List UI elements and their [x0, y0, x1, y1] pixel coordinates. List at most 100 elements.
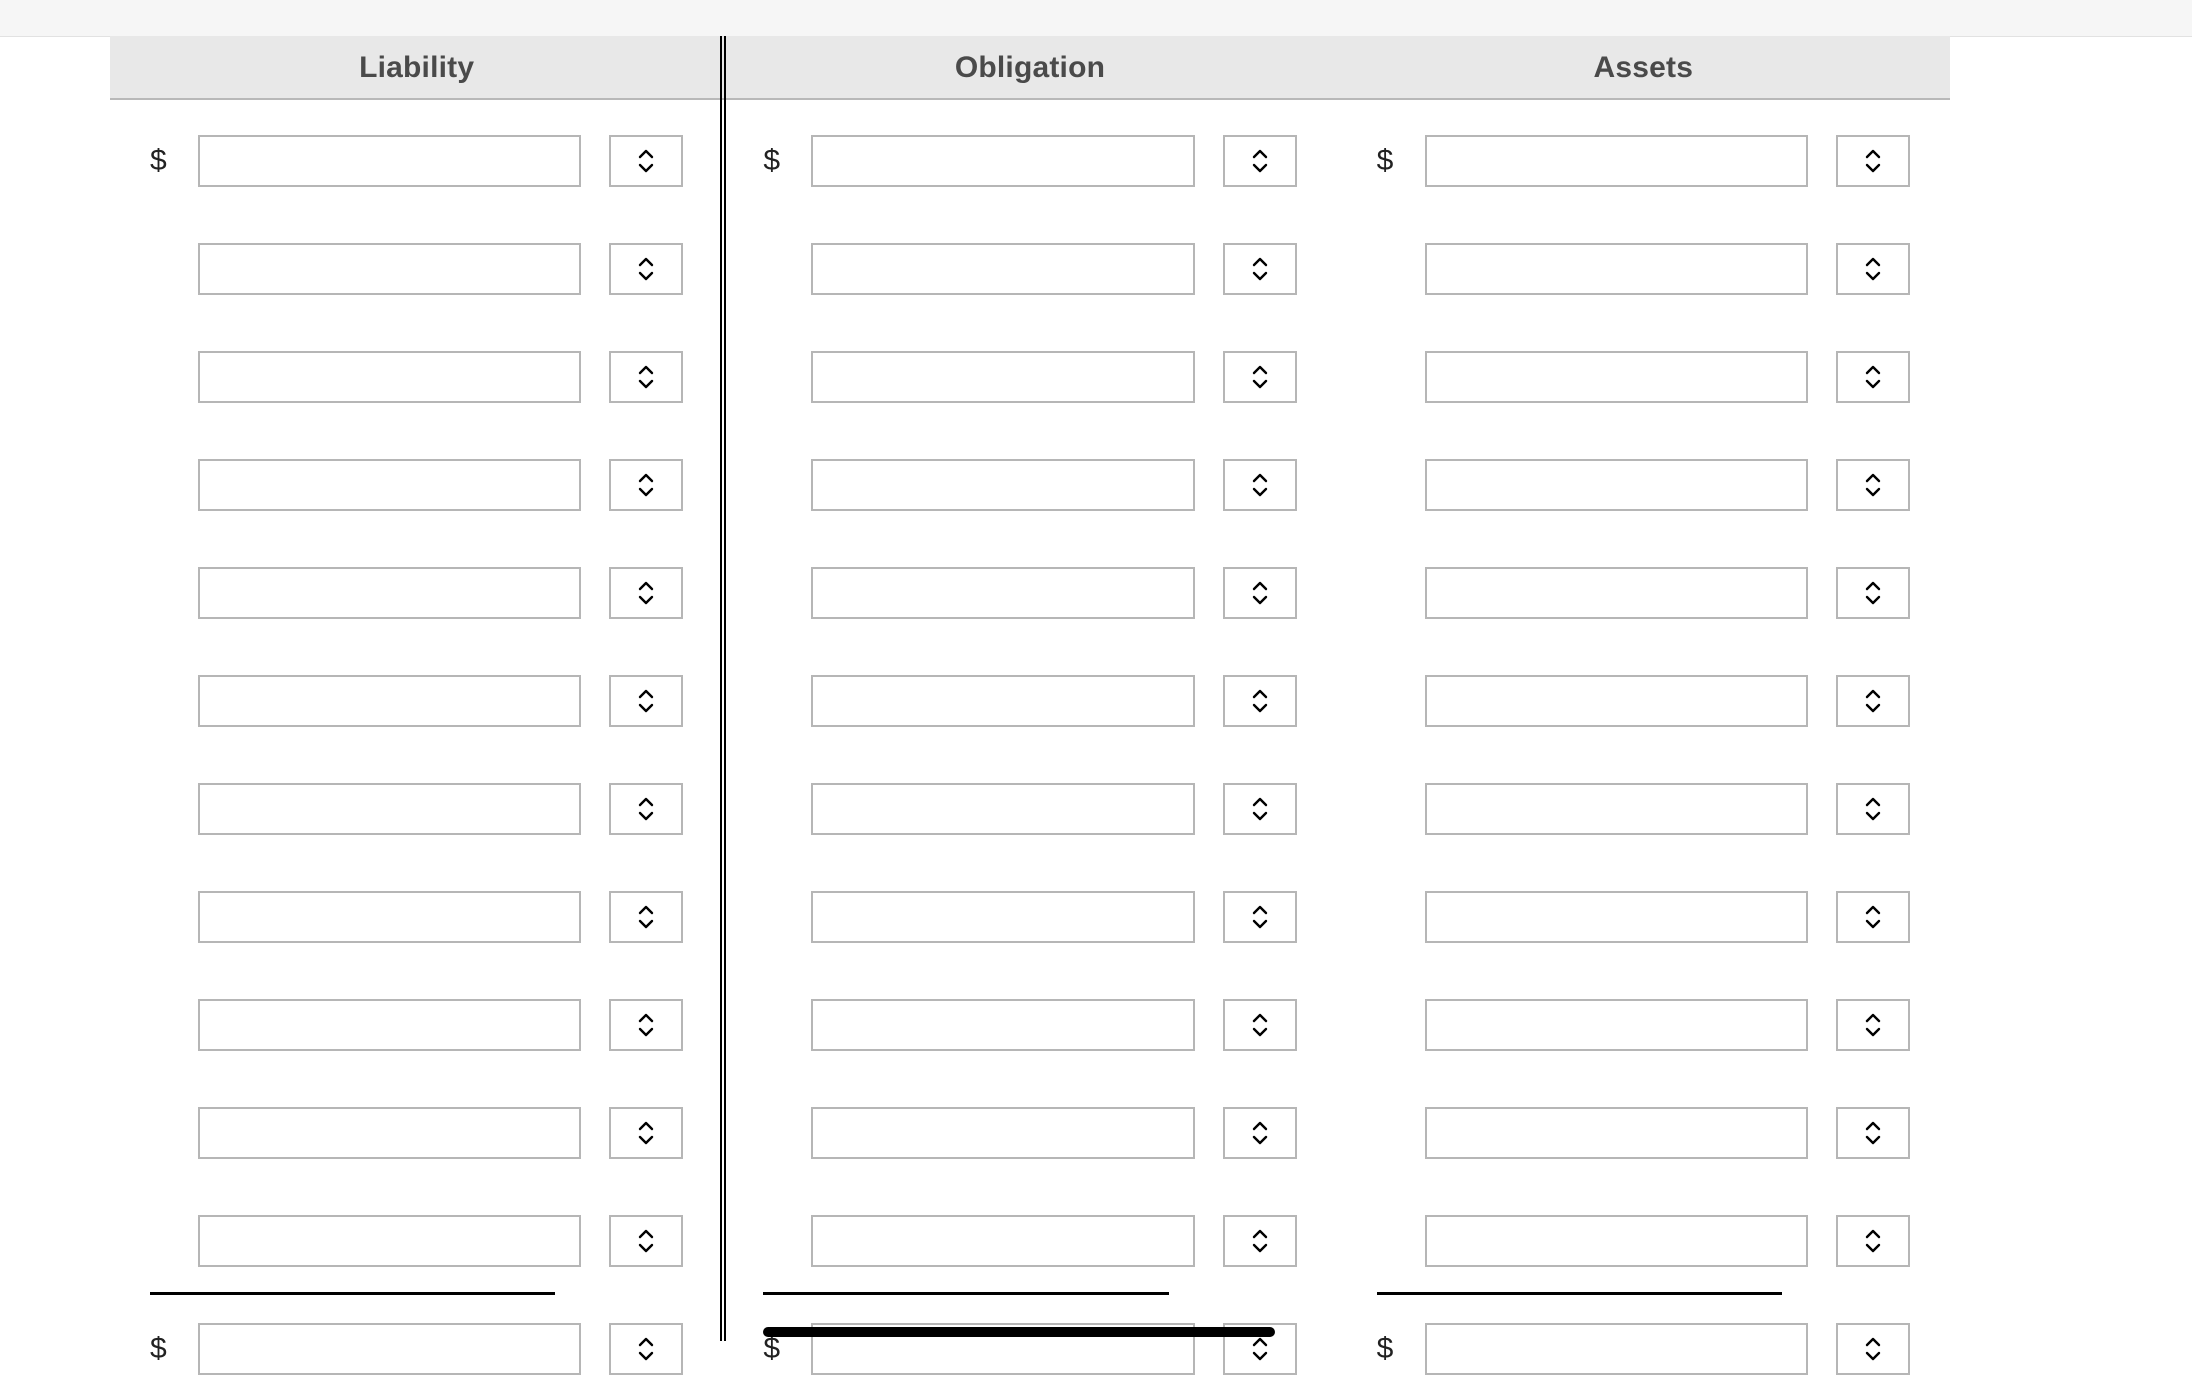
entry-row: $ — [763, 782, 1296, 836]
amount-input[interactable] — [198, 567, 581, 619]
amount-input[interactable] — [198, 135, 581, 187]
column-liability: $$$$$$$$$$$$ — [110, 100, 723, 1341]
chevrons-up-down-icon — [635, 688, 657, 714]
amount-stepper[interactable] — [609, 135, 683, 187]
amount-input[interactable] — [1425, 891, 1808, 943]
worksheet: LiabilityObligationAssets $$$$$$$$$$$$$$… — [110, 36, 1950, 1341]
amount-input[interactable] — [811, 891, 1194, 943]
amount-input[interactable] — [811, 999, 1194, 1051]
amount-stepper[interactable] — [609, 891, 683, 943]
amount-stepper[interactable] — [1223, 351, 1297, 403]
entry-row: $ — [150, 350, 683, 404]
amount-input[interactable] — [811, 1215, 1194, 1267]
amount-stepper[interactable] — [609, 1323, 683, 1375]
amount-stepper[interactable] — [609, 459, 683, 511]
amount-input[interactable] — [198, 783, 581, 835]
amount-input[interactable] — [811, 351, 1194, 403]
amount-input[interactable] — [1425, 1323, 1808, 1375]
amount-input[interactable] — [811, 135, 1194, 187]
amount-input[interactable] — [1425, 1215, 1808, 1267]
amount-input[interactable] — [198, 459, 581, 511]
chevrons-up-down-icon — [1249, 1336, 1271, 1362]
amount-stepper[interactable] — [1836, 891, 1910, 943]
amount-stepper[interactable] — [1223, 891, 1297, 943]
amount-stepper[interactable] — [609, 243, 683, 295]
amount-stepper[interactable] — [609, 1215, 683, 1267]
amount-stepper[interactable] — [609, 1107, 683, 1159]
chevrons-up-down-icon — [1249, 472, 1271, 498]
amount-stepper[interactable] — [1836, 783, 1910, 835]
amount-stepper[interactable] — [1836, 1215, 1910, 1267]
amount-stepper[interactable] — [1223, 1215, 1297, 1267]
amount-stepper[interactable] — [1836, 999, 1910, 1051]
amount-input[interactable] — [1425, 999, 1808, 1051]
amount-input[interactable] — [1425, 243, 1808, 295]
amount-input[interactable] — [811, 675, 1194, 727]
amount-input[interactable] — [198, 243, 581, 295]
entry-row: $ — [1377, 566, 1910, 620]
amount-input[interactable] — [198, 891, 581, 943]
amount-input[interactable] — [811, 459, 1194, 511]
amount-stepper[interactable] — [1223, 1107, 1297, 1159]
amount-input[interactable] — [811, 243, 1194, 295]
entry-row: $ — [1377, 782, 1910, 836]
amount-stepper[interactable] — [1836, 243, 1910, 295]
currency-symbol: $ — [150, 1332, 198, 1366]
amount-input[interactable] — [811, 1107, 1194, 1159]
amount-stepper[interactable] — [1836, 351, 1910, 403]
amount-input[interactable] — [1425, 783, 1808, 835]
amount-stepper[interactable] — [1836, 675, 1910, 727]
chevrons-up-down-icon — [635, 472, 657, 498]
amount-input[interactable] — [1425, 675, 1808, 727]
amount-stepper[interactable] — [1836, 1323, 1910, 1375]
amount-input[interactable] — [1425, 1107, 1808, 1159]
entry-row: $ — [1377, 134, 1910, 188]
amount-stepper[interactable] — [1836, 459, 1910, 511]
entry-row: $ — [1377, 1106, 1910, 1160]
amount-stepper[interactable] — [1223, 675, 1297, 727]
amount-input[interactable] — [198, 1215, 581, 1267]
amount-stepper[interactable] — [1223, 243, 1297, 295]
entry-row: $ — [763, 134, 1296, 188]
entry-row: $ — [1377, 998, 1910, 1052]
amount-stepper[interactable] — [1223, 999, 1297, 1051]
amount-input[interactable] — [198, 675, 581, 727]
amount-input[interactable] — [1425, 459, 1808, 511]
amount-input[interactable] — [811, 567, 1194, 619]
chevrons-up-down-icon — [1249, 256, 1271, 282]
amount-stepper[interactable] — [1223, 783, 1297, 835]
amount-stepper[interactable] — [609, 783, 683, 835]
column-headers: LiabilityObligationAssets — [110, 36, 1950, 100]
entry-row: $ — [763, 998, 1296, 1052]
chevrons-up-down-icon — [1249, 148, 1271, 174]
amount-stepper[interactable] — [1223, 567, 1297, 619]
entry-row: $ — [150, 890, 683, 944]
chevrons-up-down-icon — [1862, 256, 1884, 282]
amount-stepper[interactable] — [1836, 1107, 1910, 1159]
entry-row: $ — [150, 458, 683, 512]
entry-row: $ — [150, 1322, 683, 1376]
amount-stepper[interactable] — [609, 567, 683, 619]
entry-row: $ — [1377, 350, 1910, 404]
amount-input[interactable] — [198, 351, 581, 403]
horizontal-scrollbar-thumb[interactable] — [763, 1327, 1275, 1337]
amount-input[interactable] — [811, 783, 1194, 835]
amount-input[interactable] — [1425, 351, 1808, 403]
amount-stepper[interactable] — [1223, 459, 1297, 511]
chevrons-up-down-icon — [1862, 364, 1884, 390]
amount-stepper[interactable] — [1836, 567, 1910, 619]
amount-input[interactable] — [198, 1107, 581, 1159]
amount-stepper[interactable] — [609, 999, 683, 1051]
subtotal-rule — [763, 1292, 1168, 1295]
amount-input[interactable] — [198, 999, 581, 1051]
amount-input[interactable] — [198, 1323, 581, 1375]
currency-symbol: $ — [763, 144, 811, 178]
amount-stepper[interactable] — [609, 351, 683, 403]
amount-input[interactable] — [1425, 135, 1808, 187]
chevrons-up-down-icon — [1862, 1336, 1884, 1362]
amount-stepper[interactable] — [1836, 135, 1910, 187]
column-header-liability: Liability — [110, 36, 723, 100]
amount-input[interactable] — [1425, 567, 1808, 619]
amount-stepper[interactable] — [1223, 135, 1297, 187]
amount-stepper[interactable] — [609, 675, 683, 727]
